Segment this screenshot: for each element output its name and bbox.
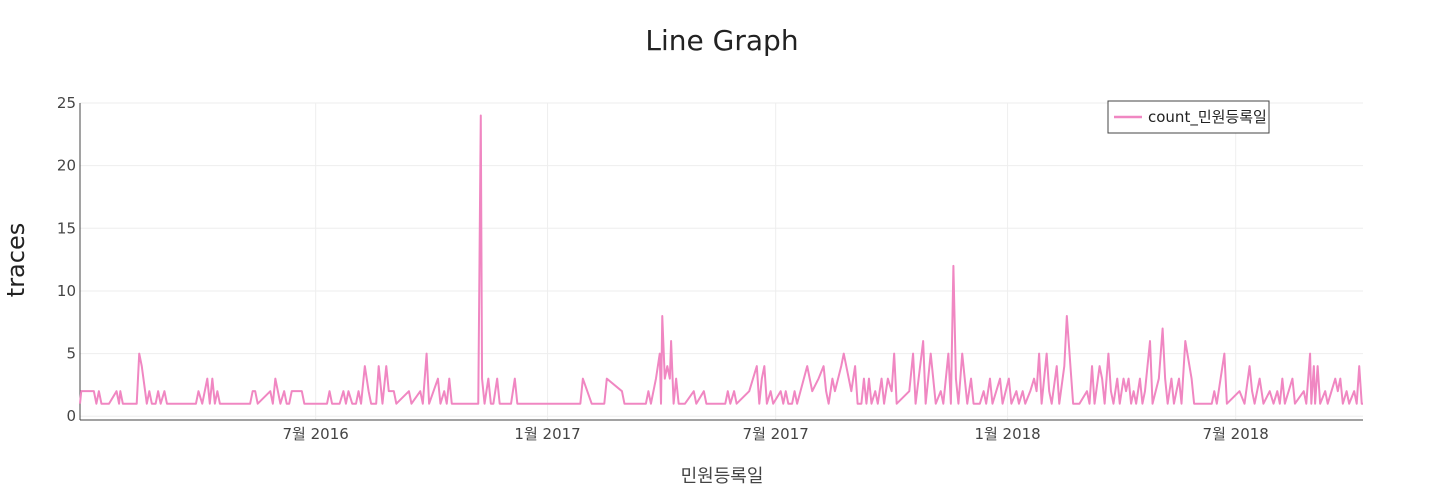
y-tick-label: 5 [66,345,76,363]
x-axis-title: 민원등록일 [681,466,764,487]
gridlines [80,102,1363,420]
y-axis-title: traces [2,223,30,297]
chart-title: Line Graph [645,24,798,57]
legend[interactable]: count_민원등록일 [1107,100,1270,134]
x-tick-label: 7월 2018 [1203,425,1269,443]
x-tick-label: 7월 2016 [283,425,349,443]
axes: 0 5 10 15 20 25 7월 2016 1월 2017 7월 2017 1월 2018 7월… [57,94,1363,443]
y-tick-label: 0 [66,407,76,425]
legend-label-count: count_민원등록일 [1148,108,1267,127]
y-tick-label: 10 [57,282,76,300]
x-tick-label: 7월 2017 [743,425,809,443]
y-tick-label: 15 [57,219,76,237]
series-line-count[interactable] [79,114,1363,405]
x-tick-label: 1월 2017 [514,425,580,443]
series-layer [79,114,1363,405]
x-tick-label: 1월 2018 [974,425,1040,443]
y-tick-label: 20 [57,157,76,175]
y-tick-label: 25 [57,94,76,112]
